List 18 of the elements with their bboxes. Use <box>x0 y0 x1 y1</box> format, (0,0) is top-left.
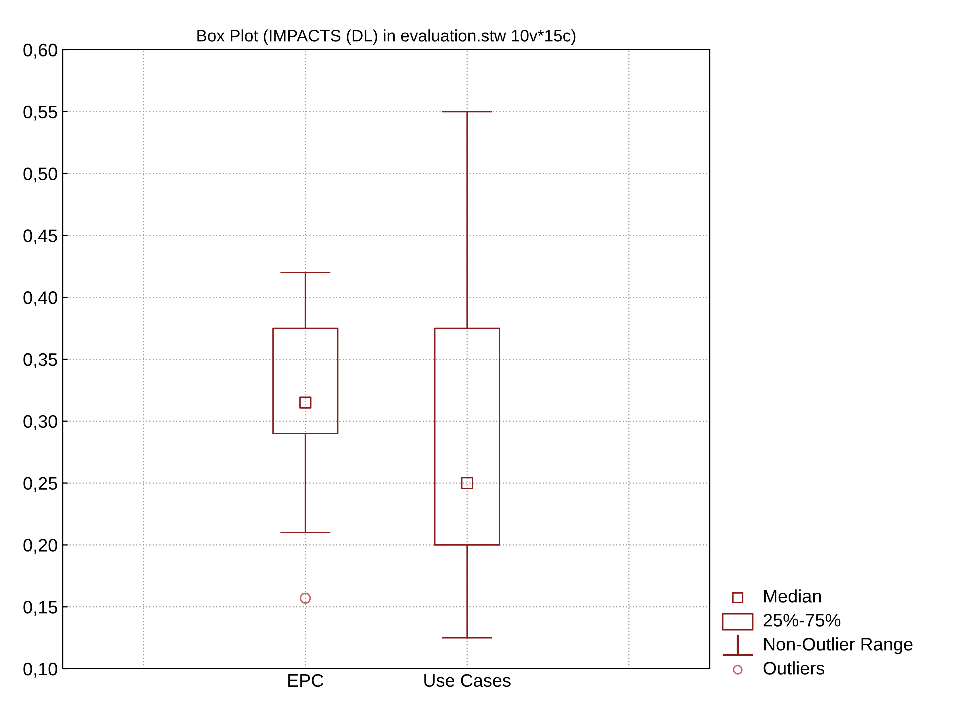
y-tick-label: 0,50 <box>24 168 58 183</box>
y-tick-label: 0,10 <box>24 662 58 678</box>
text: Median <box>764 590 822 603</box>
y-tick-label: 0,15 <box>24 601 58 616</box>
y-tick-label: 0,20 <box>24 539 58 554</box>
chart-title: Box Plot (IMPACTS (DL) in evaluation.stw 10v*15c) <box>198 30 576 46</box>
y-tick-label: 0,55 <box>24 106 58 121</box>
text: Outliers <box>764 662 825 675</box>
y-tick-label: 0,25 <box>24 477 58 492</box>
y-tick-label: 0,60 <box>24 44 58 59</box>
x-tick-label: EPC <box>288 674 324 688</box>
text: Non-Outlier Range <box>764 638 913 654</box>
y-tick-label: 0,45 <box>24 230 58 245</box>
x-tick-label: Use Cases <box>424 674 511 688</box>
y-tick-label: 0,30 <box>24 415 58 430</box>
y-tick-label: 0,35 <box>24 353 58 368</box>
y-tick-label: 0,40 <box>24 292 58 306</box>
text: 25%-75% <box>764 614 841 627</box>
